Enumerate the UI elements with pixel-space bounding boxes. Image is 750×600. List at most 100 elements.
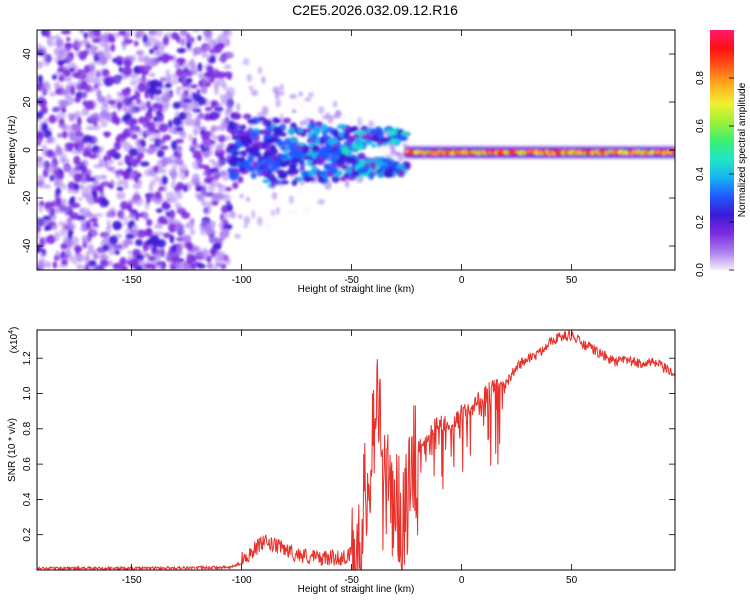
heatmap-cell — [87, 248, 97, 254]
heatmap-cell — [288, 127, 295, 136]
heatmap-cell — [143, 64, 149, 72]
heatmap-cell — [295, 145, 304, 150]
heatmap-cell — [278, 91, 285, 96]
heatmap-cell — [118, 241, 126, 251]
heatmap-cell — [143, 54, 149, 61]
heatmap-cell — [311, 144, 320, 153]
heatmap-cell — [228, 210, 237, 219]
heatmap-cell — [270, 181, 276, 188]
heatmap-cell — [106, 211, 111, 219]
heatmap-cell — [139, 161, 150, 167]
heatmap-cell — [184, 117, 193, 127]
heatmap-cell — [60, 157, 70, 165]
heatmap-cell — [171, 79, 179, 85]
heatmap-cell — [181, 211, 191, 219]
heatmap-cell — [255, 160, 264, 167]
heatmap-cell — [178, 207, 184, 212]
heatmap-cell — [59, 228, 68, 237]
heatmap-cell — [200, 164, 210, 170]
heatmap-cell — [92, 222, 98, 227]
y-tick-label: 0 — [22, 147, 33, 153]
heatmap-cell — [136, 229, 147, 239]
heatmap-cell — [239, 193, 244, 199]
heatmap-cell — [57, 99, 66, 106]
heatmap-cell — [112, 262, 122, 270]
snr-x-label: Height of straight line (km) — [298, 584, 415, 595]
heatmap-cell — [215, 193, 224, 201]
heatmap-cell — [54, 81, 60, 91]
heatmap-cell — [96, 89, 102, 99]
heatmap-cell — [297, 128, 304, 133]
heatmap-cell — [222, 83, 228, 90]
heatmap-cell — [264, 150, 270, 156]
heatmap-cell — [155, 208, 163, 213]
heatmap-cell — [37, 180, 43, 189]
heatmap-cell — [73, 173, 83, 183]
heatmap-cell — [96, 148, 101, 159]
heatmap-cell — [158, 137, 164, 146]
heatmap-cell — [65, 250, 70, 258]
heatmap-cell — [126, 199, 136, 206]
heatmap-cell — [248, 85, 254, 91]
heatmap-cell — [63, 65, 69, 72]
heatmap-cell — [68, 116, 75, 122]
heatmap-cell — [68, 131, 76, 138]
heatmap-cell — [71, 149, 81, 155]
heatmap-cell — [317, 178, 327, 183]
heatmap-cell — [166, 252, 172, 263]
heatmap-cell — [133, 40, 139, 47]
heatmap-cell — [100, 120, 108, 128]
heatmap-cell — [201, 132, 209, 141]
heatmap-cell — [317, 199, 325, 205]
heatmap-cell — [192, 150, 202, 160]
heatmap-cell — [261, 170, 268, 177]
y-tick-label: -40 — [22, 238, 33, 253]
heatmap-cell — [88, 153, 98, 159]
heatmap-cell — [380, 137, 391, 143]
heatmap-cell — [279, 132, 287, 137]
snr-multiplier-base: (x10 — [9, 333, 20, 353]
heatmap-cell — [391, 146, 396, 153]
heatmap-cell — [196, 193, 204, 198]
heatmap-cell — [188, 144, 198, 151]
heatmap-cell — [356, 130, 367, 135]
heatmap-cell — [220, 211, 229, 222]
heatmap-cell — [332, 100, 338, 108]
snr-multiplier-exp: 4 — [8, 330, 15, 334]
heatmap-cell — [223, 64, 232, 70]
heatmap-cell — [44, 261, 52, 268]
heatmap-cell — [275, 98, 282, 108]
heatmap-cell — [46, 168, 54, 173]
heatmap-cell — [212, 125, 217, 131]
heatmap-cell — [66, 188, 77, 194]
heatmap-cell — [145, 111, 153, 121]
heatmap-cell — [201, 171, 208, 176]
heatmap-cell — [318, 171, 329, 176]
heatmap-cell — [146, 100, 151, 108]
heatmap-cell — [129, 258, 139, 269]
heatmap-cell — [78, 50, 87, 60]
heatmap-cell — [193, 46, 203, 55]
heatmap-cell — [84, 256, 90, 265]
heatmap-cell — [37, 263, 41, 270]
heatmap-cell — [242, 113, 252, 120]
heatmap-cell — [332, 129, 339, 137]
heatmap-cell — [307, 92, 314, 98]
heatmap-blobs — [37, 30, 675, 270]
heatmap-cell — [370, 161, 377, 171]
heatmap-cell — [400, 131, 410, 137]
heatmap-cell — [176, 47, 186, 54]
heatmap-cell — [274, 163, 281, 169]
heatmap-cell — [42, 215, 51, 221]
colorbar-label: Normalized spectral amplitude — [737, 82, 748, 217]
heatmap-cell — [172, 101, 181, 110]
heatmap-cell — [81, 91, 88, 96]
heatmap-cell — [176, 34, 181, 44]
heatmap-cell — [304, 97, 312, 102]
heatmap-cell — [168, 197, 178, 204]
heatmap-cell — [280, 179, 289, 185]
heatmap-cell — [93, 180, 99, 186]
heatmap-cell — [84, 212, 94, 218]
heatmap-cell — [154, 224, 164, 229]
heatmap-cell — [321, 123, 328, 132]
